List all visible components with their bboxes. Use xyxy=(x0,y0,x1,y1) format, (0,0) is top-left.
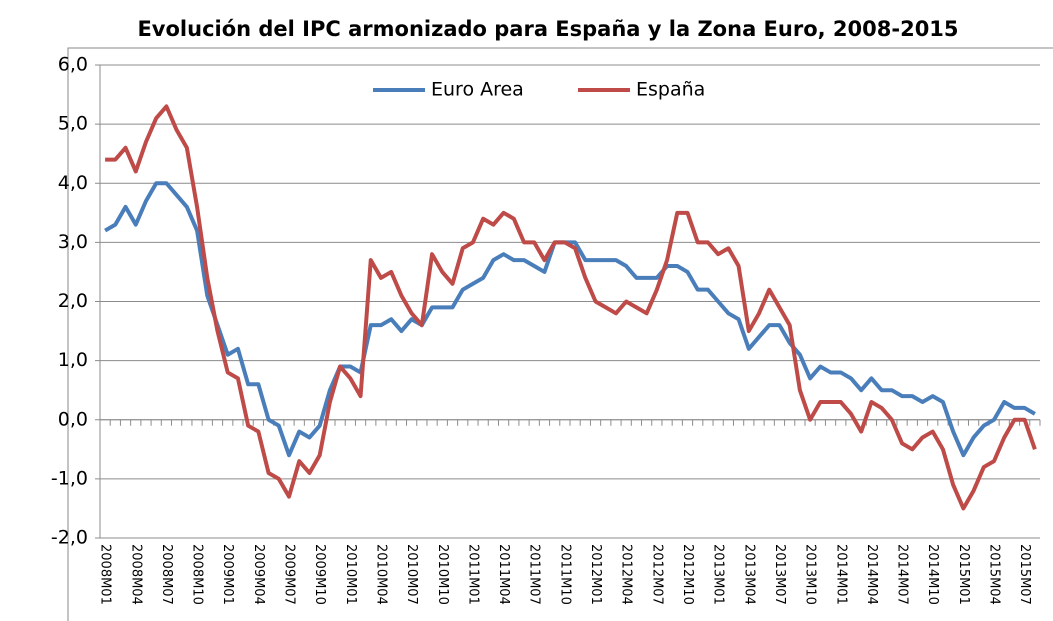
x-tick-label: 2013M10 xyxy=(803,544,818,605)
x-tick-label: 2008M01 xyxy=(98,544,113,605)
x-tick-label: 2015M01 xyxy=(956,544,971,605)
x-tick-label: 2014M10 xyxy=(925,544,940,605)
x-tick-label: 2015M07 xyxy=(1017,544,1032,605)
x-tick-label: 2012M04 xyxy=(619,544,634,605)
y-tick-label: 2,0 xyxy=(58,290,88,312)
x-tick-label: 2014M04 xyxy=(864,544,879,605)
x-tick-label: 2008M04 xyxy=(128,544,143,605)
x-tick-label: 2011M01 xyxy=(465,544,480,605)
y-tick-label: 6,0 xyxy=(58,54,88,76)
x-tick-label: 2011M04 xyxy=(496,544,511,605)
x-tick-label: 2010M01 xyxy=(343,544,358,605)
x-tick-label: 2013M04 xyxy=(741,544,756,605)
series-line xyxy=(104,181,1036,458)
x-tick-label: 2013M07 xyxy=(772,544,787,605)
x-tick-label: 2009M01 xyxy=(220,544,235,605)
legend-label: Euro Area xyxy=(431,79,524,101)
x-tick-label: 2008M07 xyxy=(159,544,174,605)
y-tick-label: 4,0 xyxy=(58,172,88,194)
chart-frame xyxy=(67,47,1053,621)
y-tick-label: 3,0 xyxy=(58,231,88,253)
x-tick-label: 2014M07 xyxy=(895,544,910,605)
x-tick-label: 2015M04 xyxy=(987,544,1002,605)
y-tick-label: 5,0 xyxy=(58,113,88,135)
x-tick-label: 2013M01 xyxy=(711,544,726,605)
legend-label: España xyxy=(636,79,705,101)
x-tick-label: 2011M10 xyxy=(557,544,572,605)
y-tick-label: -2,0 xyxy=(51,527,88,549)
x-tick-label: 2011M07 xyxy=(527,544,542,605)
x-tick-label: 2010M04 xyxy=(373,544,388,605)
x-tick-label: 2008M10 xyxy=(190,544,205,605)
y-tick-label: -1,0 xyxy=(51,467,88,489)
x-tick-label: 2012M07 xyxy=(649,544,664,605)
x-tick-label: 2014M01 xyxy=(833,544,848,605)
x-tick-label: 2009M07 xyxy=(282,544,297,605)
x-tick-label: 2012M10 xyxy=(680,544,695,605)
x-tick-label: 2010M10 xyxy=(435,544,450,605)
series-line xyxy=(105,104,1037,511)
x-tick-label: 2010M07 xyxy=(404,544,419,605)
chart-title: Evolución del IPC armonizado para España… xyxy=(137,17,958,41)
x-tick-label: 2009M10 xyxy=(312,544,327,605)
x-tick-label: 2012M01 xyxy=(588,544,603,605)
y-tick-label: 0,0 xyxy=(58,408,88,430)
x-tick-label: 2009M04 xyxy=(251,544,266,605)
y-tick-label: 1,0 xyxy=(58,349,88,371)
